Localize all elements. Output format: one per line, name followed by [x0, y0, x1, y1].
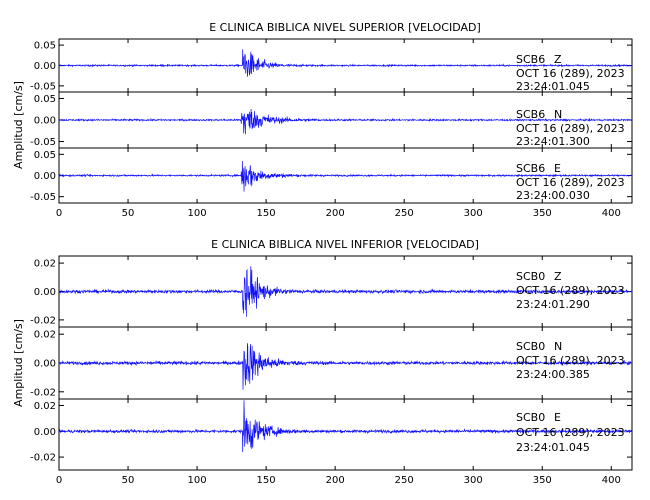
trace-time-label: 23:24:01.045 — [516, 441, 590, 454]
axis-ticks: 0.05 0.00 -0.05 — [30, 92, 632, 148]
trace-date-label: OCT 16 (289), 2023 — [516, 176, 625, 189]
waveform-trace — [58, 49, 633, 77]
y-tick-label: -0.02 — [30, 387, 56, 398]
x-axis-upper: 0 50 100 150 200 250 300 350 400 — [56, 208, 621, 219]
x-tick-label: 100 — [188, 208, 207, 219]
trace-station-label: SCB0 — [516, 270, 545, 283]
y-tick-label: 0.02 — [34, 330, 56, 341]
waveform-trace — [58, 266, 633, 317]
x-tick-label: 350 — [533, 208, 552, 219]
y-tick-label: 0.02 — [34, 259, 56, 270]
chart-title-lower: E CLINICA BIBLICA NIVEL INFERIOR [VELOCI… — [211, 238, 479, 251]
x-tick-label: 50 — [122, 475, 135, 486]
panel-upper-n: 0.050.00-0.05 SCB6 N OCT 16 (289), 2023 … — [30, 91, 633, 149]
y-tick-label: 0.00 — [34, 171, 56, 182]
trace-date-label: OCT 16 (289), 2023 — [516, 122, 625, 135]
trace-time-label: 23:24:00.030 — [516, 189, 590, 202]
trace-component-label: N — [554, 340, 562, 353]
x-tick-label: 150 — [257, 475, 276, 486]
chart-lower: E CLINICA BIBLICA NIVEL INFERIOR [VELOCI… — [12, 238, 633, 486]
y-tick-label: 0.05 — [34, 94, 56, 105]
x-tick-label: 400 — [602, 475, 621, 486]
trace-station-label: SCB6 — [516, 53, 545, 66]
trace-station-label: SCB0 — [516, 411, 545, 424]
trace-time-label: 23:24:00.385 — [516, 368, 590, 381]
panel-upper-e: 0.050.00-0.05 SCB6 E OCT 16 (289), 2023 … — [30, 147, 633, 204]
axis-ticks: 0.02 0.00 -0.02 — [30, 327, 632, 399]
waveform-trace — [58, 343, 633, 390]
waveform-trace — [58, 108, 633, 135]
trace-component-label: E — [554, 162, 561, 175]
trace-time-label: 23:24:01.300 — [516, 135, 590, 148]
x-tick-label: 350 — [533, 475, 552, 486]
y-tick-label: 0.05 — [34, 41, 56, 52]
trace-station-label: SCB6 — [516, 162, 545, 175]
y-tick-label: -0.05 — [30, 137, 56, 148]
x-tick-label: 250 — [395, 475, 414, 486]
y-axis-label-lower: Amplitud [cm/s] — [12, 319, 25, 407]
y-tick-label: 0.00 — [34, 116, 56, 127]
panel-upper-z: 0.050.00-0.05 SCB6 Z OCT 16 (289), 2023 … — [30, 38, 633, 93]
y-tick-label: 0.00 — [34, 287, 56, 298]
trace-component-label: Z — [554, 270, 562, 283]
trace-station-label: SCB6 — [516, 108, 545, 121]
y-tick-label: 0.00 — [34, 61, 56, 72]
x-tick-label: 300 — [464, 208, 483, 219]
panel-lower-n: 0.020.00-0.02 SCB0 N OCT 16 (289), 2023 … — [30, 326, 633, 400]
x-tick-label: 150 — [257, 208, 276, 219]
x-tick-label: 400 — [602, 208, 621, 219]
trace-date-label: OCT 16 (289), 2023 — [516, 354, 625, 367]
x-tick-label: 100 — [188, 475, 207, 486]
y-tick-label: 0.05 — [34, 150, 56, 161]
x-tick-label: 300 — [464, 475, 483, 486]
x-tick-label: 50 — [122, 208, 135, 219]
y-tick-label: 0.02 — [34, 401, 56, 412]
trace-date-label: OCT 16 (289), 2023 — [516, 67, 625, 80]
y-tick-label: -0.02 — [30, 315, 56, 326]
y-axis-label-upper: Amplitud [cm/s] — [12, 81, 25, 169]
y-tick-label: -0.05 — [30, 192, 56, 203]
y-tick-label: -0.02 — [30, 453, 56, 464]
x-tick-label: 0 — [56, 475, 62, 486]
y-tick-label: 0.00 — [34, 427, 56, 438]
x-tick-label: 0 — [56, 208, 62, 219]
trace-time-label: 23:24:01.290 — [516, 298, 590, 311]
x-tick-label: 200 — [326, 208, 345, 219]
panel-lower-e: 0.020.00-0.02 SCB0 E OCT 16 (289), 2023 … — [30, 398, 633, 471]
panel-lower-z: 0.020.00-0.02 SCB0 Z OCT 16 (289), 2023 … — [30, 255, 633, 328]
trace-component-label: Z — [554, 53, 562, 66]
chart-title-upper: E CLINICA BIBLICA NIVEL SUPERIOR [VELOCI… — [209, 21, 481, 34]
x-tick-label: 200 — [326, 475, 345, 486]
trace-date-label: OCT 16 (289), 2023 — [516, 284, 625, 297]
trace-time-label: 23:24:01.045 — [516, 80, 590, 93]
trace-station-label: SCB0 — [516, 340, 545, 353]
trace-date-label: OCT 16 (289), 2023 — [516, 426, 625, 439]
y-tick-label: -0.05 — [30, 81, 56, 92]
chart-upper: E CLINICA BIBLICA NIVEL SUPERIOR [VELOCI… — [12, 21, 633, 219]
y-tick-label: 0.00 — [34, 359, 56, 370]
waveform-trace — [58, 400, 633, 453]
x-axis-lower: 0 50 100 150 200 250 300 350 400 — [56, 475, 621, 486]
panel-frame — [58, 398, 633, 471]
trace-component-label: E — [554, 411, 561, 424]
trace-component-label: N — [554, 108, 562, 121]
waveform-trace — [58, 160, 633, 192]
x-tick-label: 250 — [395, 208, 414, 219]
